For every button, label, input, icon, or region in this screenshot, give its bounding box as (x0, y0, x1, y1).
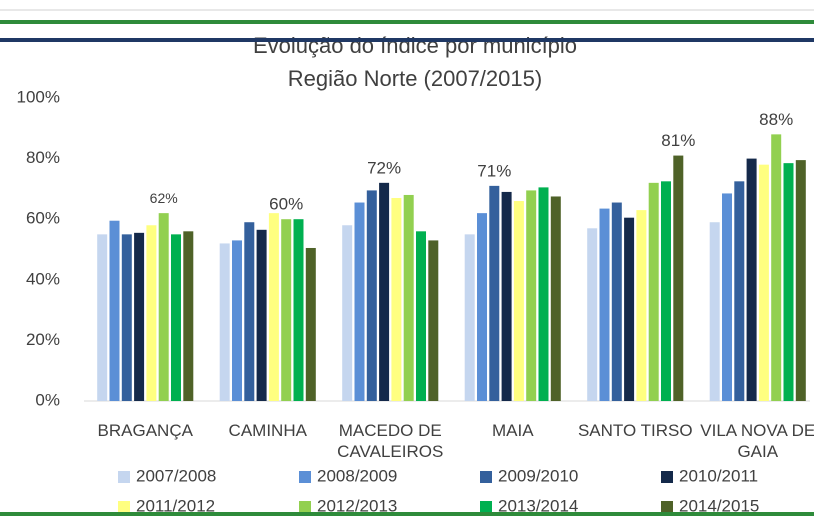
legend-label: 2009/2010 (498, 466, 578, 485)
bar (489, 185, 500, 401)
legend-swatch (661, 501, 673, 513)
x-tick-label: BRAGANÇA (97, 421, 193, 440)
bar (244, 222, 255, 401)
bar (97, 234, 108, 401)
bar (636, 210, 647, 401)
data-label: 88% (759, 110, 793, 129)
bar (513, 201, 524, 401)
x-tick-label: CAMINHA (228, 421, 307, 440)
bar (366, 190, 377, 401)
data-label: 60% (269, 195, 303, 214)
bar (758, 164, 769, 401)
y-tick-label: 80% (26, 148, 60, 167)
y-tick-label: 60% (26, 209, 60, 228)
bar (121, 234, 132, 401)
bar (722, 193, 732, 401)
legend-swatch (480, 471, 492, 483)
bar (648, 182, 659, 401)
legend-swatch (661, 471, 673, 483)
bar (734, 181, 745, 401)
x-tick-label: MACEDO DE CAVALEIROS (337, 421, 444, 461)
y-tick-label: 0% (35, 390, 60, 409)
legend-label: 2012/2013 (317, 496, 397, 515)
bar (281, 219, 292, 401)
bar (771, 134, 782, 402)
bar (746, 158, 757, 401)
y-tick-label: 100% (17, 87, 60, 106)
bar (342, 225, 353, 401)
bar (268, 213, 279, 401)
data-label: 62% (150, 190, 178, 206)
legend-swatch (118, 471, 130, 483)
bar (501, 191, 512, 401)
bar (293, 219, 304, 401)
bar (661, 181, 671, 401)
chart-title: Evolução do índice por município (253, 33, 577, 58)
bar (379, 182, 390, 401)
legend-swatch (118, 501, 130, 513)
bar (391, 197, 402, 401)
bar (538, 187, 549, 401)
legend-label: 2011/2012 (136, 496, 215, 515)
bar (146, 225, 157, 401)
bar (232, 240, 242, 401)
bar (464, 234, 475, 401)
bar (134, 232, 145, 401)
legend-label: 2013/2014 (498, 496, 578, 515)
bar (526, 190, 537, 401)
bar (109, 220, 120, 401)
legend-label: 2010/2011 (679, 466, 758, 485)
y-tick-label: 20% (26, 330, 60, 349)
bar (171, 234, 181, 401)
legend-swatch (299, 501, 311, 513)
bar (305, 247, 316, 401)
bar (624, 217, 635, 401)
legend-swatch (299, 471, 311, 483)
bar (795, 160, 806, 401)
bar (550, 196, 561, 401)
bar (403, 194, 414, 401)
bar (477, 213, 487, 401)
legend-label: 2008/2009 (317, 466, 397, 485)
data-label: 71% (477, 161, 511, 180)
y-tick-label: 40% (26, 269, 60, 288)
bar (587, 228, 598, 401)
x-tick-label: MAIA (491, 421, 534, 440)
bar (673, 155, 684, 401)
legend-label: 2007/2008 (136, 466, 216, 485)
bar (611, 202, 622, 401)
bar (219, 243, 230, 401)
bar (709, 222, 720, 401)
bar (158, 213, 169, 401)
data-label: 81% (661, 131, 695, 150)
chart-subtitle: Região Norte (2007/2015) (288, 66, 542, 91)
bar (783, 163, 794, 401)
bar (354, 202, 365, 401)
bar (416, 231, 426, 401)
bar (428, 240, 439, 401)
bar (256, 229, 267, 401)
bar (183, 231, 194, 401)
legend-swatch (480, 501, 492, 513)
legend-label: 2014/2015 (679, 496, 759, 515)
bar (599, 208, 610, 401)
x-tick-label: SANTO TIRSO (577, 421, 693, 440)
x-tick-label: VILA NOVA DE GAIA (700, 421, 814, 461)
data-label: 72% (367, 158, 401, 177)
